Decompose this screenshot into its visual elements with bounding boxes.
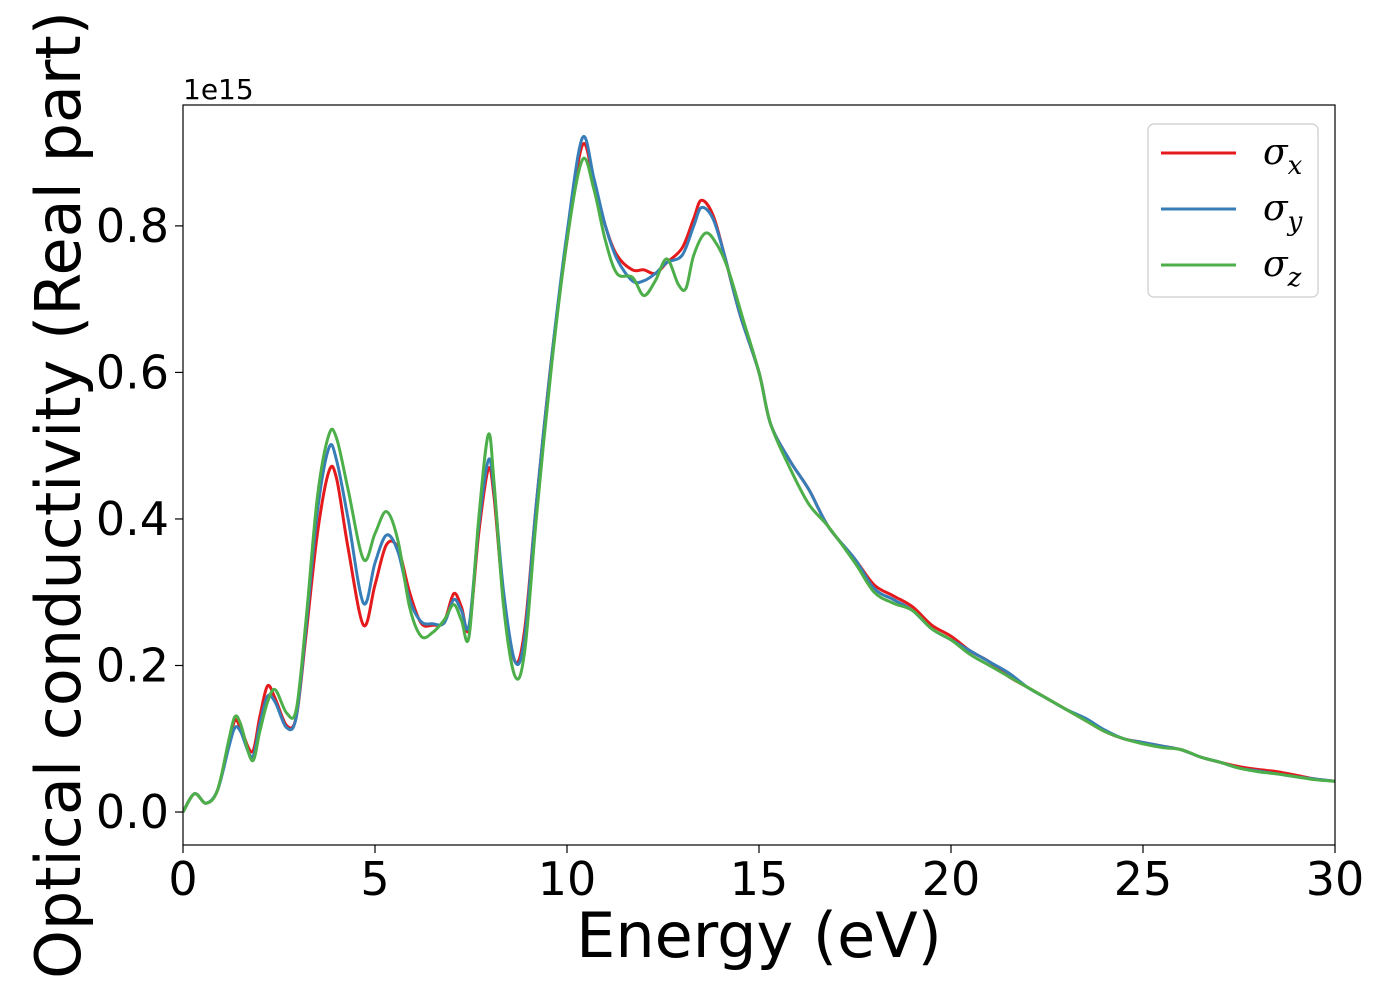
series-layer <box>183 134 1335 813</box>
legend-items: σx σy σz <box>1161 132 1303 293</box>
y-axis-multiplier: 1e15 <box>183 73 254 106</box>
y-axis: 0.0 0.2 0.4 0.6 0.8 <box>96 199 183 839</box>
x-axis-title: Energy (eV) <box>576 899 942 972</box>
series-line-z <box>183 156 1335 813</box>
legend-label-x: σx <box>1263 132 1303 181</box>
y-axis-title: Optical conductivity (Real part) <box>22 11 95 979</box>
x-tick-label: 20 <box>922 852 981 906</box>
legend-label-z: σz <box>1263 244 1302 293</box>
x-tick-label: 0 <box>168 852 197 906</box>
x-tick-label: 30 <box>1306 852 1365 906</box>
x-tick-label: 5 <box>360 852 389 906</box>
x-tick-label: 25 <box>1114 852 1173 906</box>
y-tick-label: 0.4 <box>96 492 169 546</box>
x-tick-label: 15 <box>730 852 789 906</box>
x-axis: 0 5 10 15 20 25 30 <box>168 845 1364 906</box>
y-tick-label: 0.0 <box>96 785 169 839</box>
y-tick-label: 0.8 <box>96 199 169 253</box>
x-tick-label: 10 <box>538 852 597 906</box>
legend: σx σy σz <box>1147 123 1319 298</box>
y-tick-label: 0.2 <box>96 638 169 692</box>
y-tick-label: 0.6 <box>96 345 169 399</box>
legend-label-y: σy <box>1263 188 1303 237</box>
